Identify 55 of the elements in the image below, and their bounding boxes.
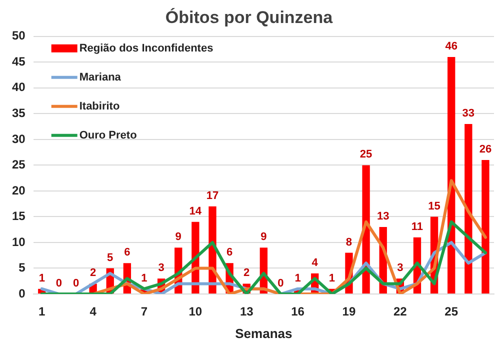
data-label: 33 xyxy=(462,108,475,120)
data-label: 2 xyxy=(90,267,96,280)
data-label: 25 xyxy=(360,148,372,161)
data-label: 46 xyxy=(445,40,458,53)
x-tick-label: 25 xyxy=(444,304,458,319)
x-tick-label: 19 xyxy=(342,304,356,319)
y-tick-label: 0 xyxy=(18,286,26,300)
data-label: 0 xyxy=(72,278,80,290)
legend-label: Ouro Preto xyxy=(79,129,138,142)
x-tick-label: 1 xyxy=(38,304,46,319)
data-label: 11 xyxy=(411,220,424,233)
x-tick-label: 10 xyxy=(188,304,202,319)
x-tick-label: 7 xyxy=(140,304,148,319)
legend-label: Mariana xyxy=(79,71,122,84)
y-tick-label: 50 xyxy=(12,28,26,43)
legend-label: Região dos Inconfidentes xyxy=(79,42,214,54)
y-tick-label: 15 xyxy=(12,209,26,224)
data-label: 0 xyxy=(278,278,284,290)
data-label: 1 xyxy=(328,272,335,284)
data-label: 2 xyxy=(244,267,250,280)
data-label: 9 xyxy=(175,231,182,244)
x-tick-label: 13 xyxy=(240,304,254,319)
data-label: 9 xyxy=(260,231,267,244)
data-label: 15 xyxy=(428,200,440,212)
data-label: 5 xyxy=(107,252,114,264)
data-label: 1 xyxy=(294,272,301,284)
data-label: 6 xyxy=(124,246,130,259)
data-label: 0 xyxy=(56,278,62,290)
data-label: 26 xyxy=(479,144,492,156)
x-tick-label: 4 xyxy=(90,304,97,319)
y-tick-label: 45 xyxy=(12,54,26,68)
x-tick-label: 16 xyxy=(291,304,305,319)
y-tick-label: 5 xyxy=(18,260,26,275)
data-label: 8 xyxy=(346,236,352,248)
data-label: 4 xyxy=(312,256,319,269)
y-tick-label: 40 xyxy=(12,80,26,94)
data-label: 14 xyxy=(189,205,202,218)
y-tick-label: 35 xyxy=(12,106,26,120)
y-tick-label: 20 xyxy=(12,183,26,198)
legend-label: Itabirito xyxy=(79,100,120,112)
data-label: 6 xyxy=(226,246,233,259)
data-label: 3 xyxy=(158,262,164,274)
y-tick-label: 30 xyxy=(12,132,26,146)
data-label: 17 xyxy=(206,190,219,202)
bar xyxy=(482,160,490,294)
y-tick-label: 10 xyxy=(12,234,26,249)
bar xyxy=(464,124,472,294)
y-tick-label: 25 xyxy=(12,158,26,172)
x-axis-title: Semanas xyxy=(235,326,292,341)
chart-title: Óbitos por Quinzena xyxy=(165,6,334,27)
x-tick-label: 22 xyxy=(393,304,408,319)
data-label: 1 xyxy=(141,272,148,284)
data-label: 1 xyxy=(38,272,45,284)
data-label: 13 xyxy=(376,210,390,223)
data-label: 3 xyxy=(397,262,404,274)
